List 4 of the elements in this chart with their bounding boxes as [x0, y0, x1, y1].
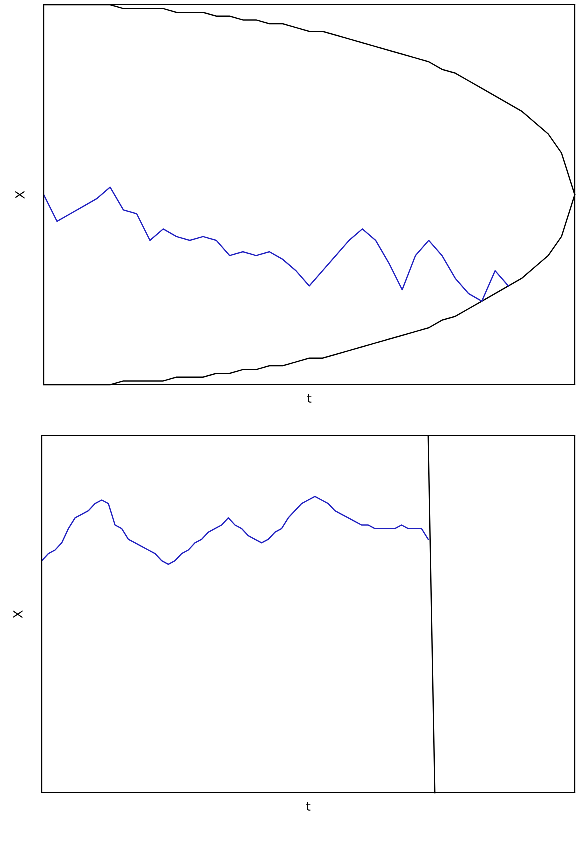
x-axis-title: t: [307, 394, 312, 403]
x-axis-title: t: [306, 802, 311, 811]
y-axis-title: X: [14, 610, 23, 618]
y-axis-title: X: [16, 191, 25, 199]
